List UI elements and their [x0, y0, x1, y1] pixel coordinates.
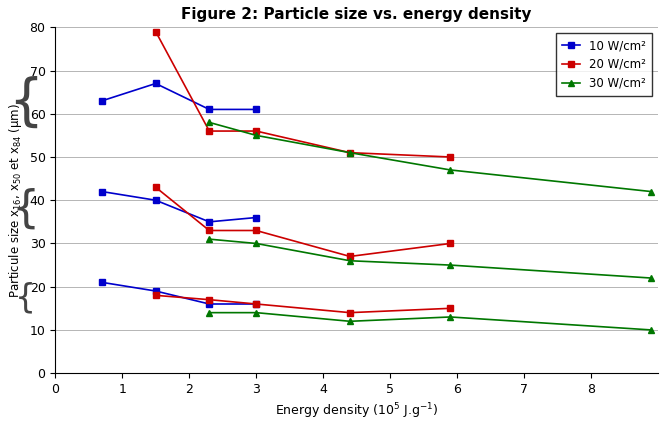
- Text: {: {: [8, 76, 43, 130]
- X-axis label: Energy density (10$^5$ J.g$^{-1}$): Energy density (10$^5$ J.g$^{-1}$): [275, 401, 438, 421]
- Legend: 10 W/cm², 20 W/cm², 30 W/cm²: 10 W/cm², 20 W/cm², 30 W/cm²: [557, 33, 652, 96]
- Title: Figure 2: Particle size vs. energy density: Figure 2: Particle size vs. energy densi…: [182, 7, 532, 22]
- Text: {: {: [15, 281, 36, 314]
- Text: {: {: [11, 187, 39, 230]
- Y-axis label: Particule size x$_{16}$, x$_{50}$ et x$_{84}$ (µm): Particule size x$_{16}$, x$_{50}$ et x$_…: [7, 103, 24, 298]
